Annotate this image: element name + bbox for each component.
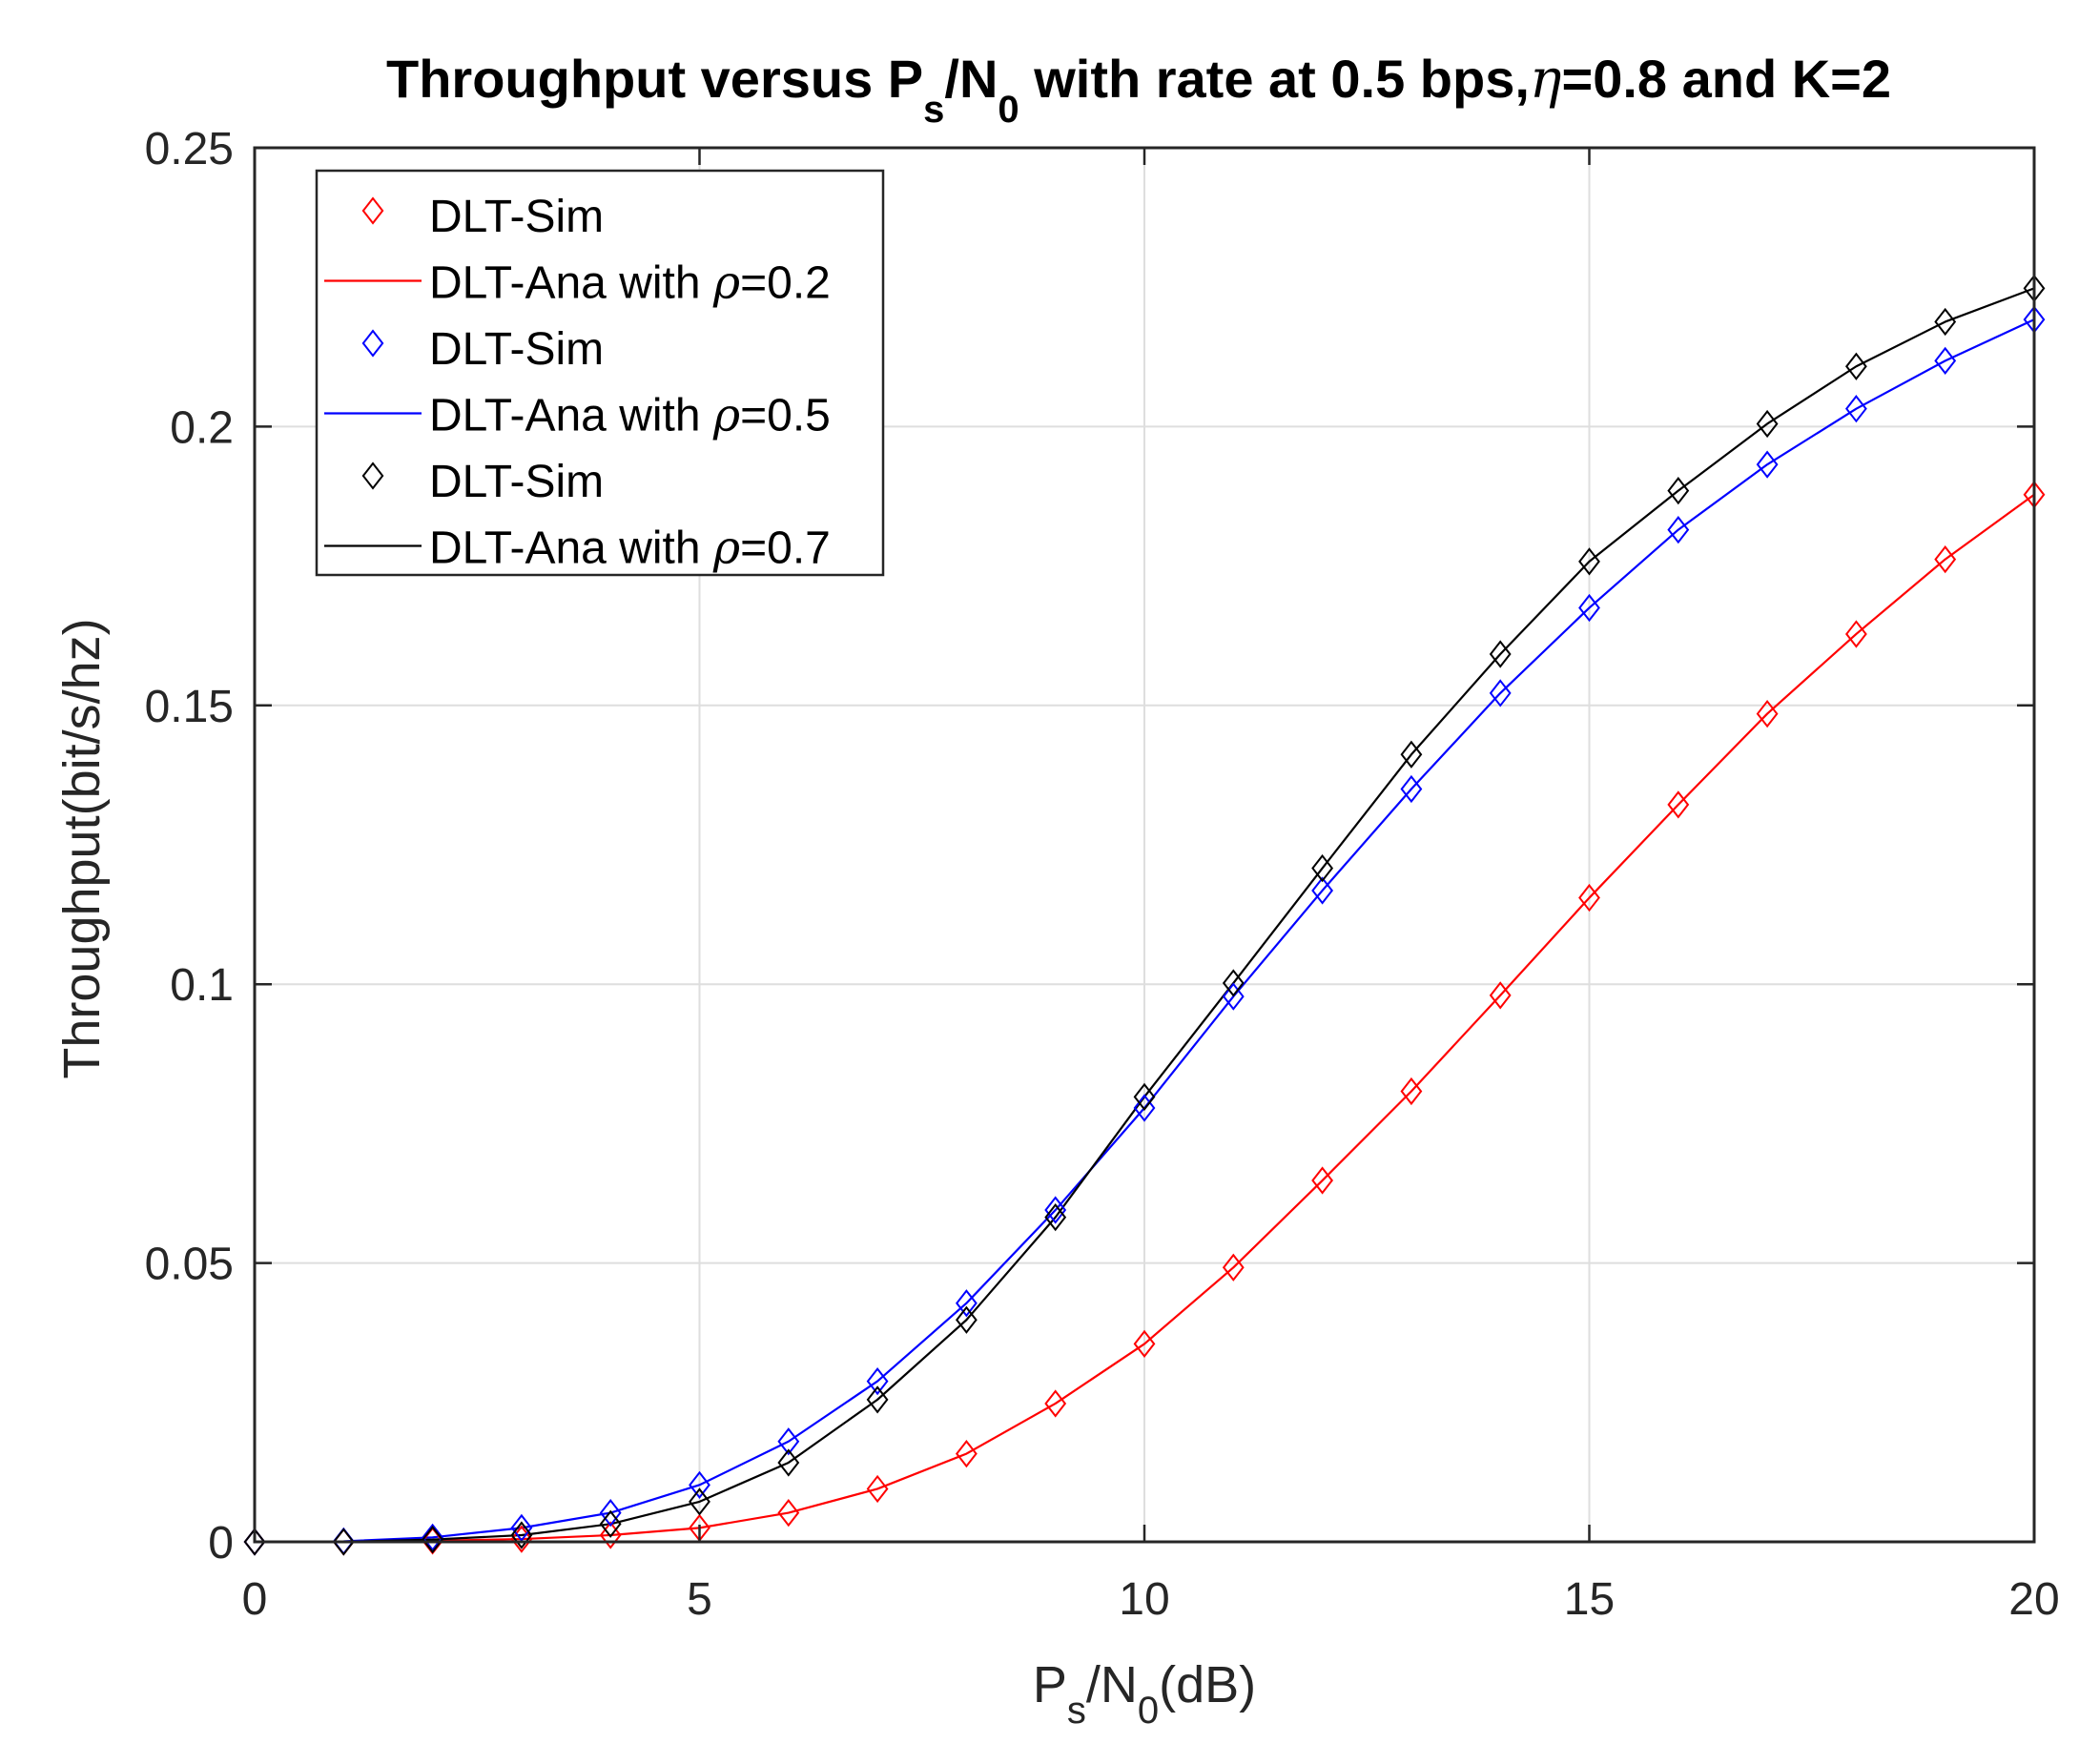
data-point — [1489, 679, 1512, 708]
data-point — [422, 1523, 444, 1551]
data-point — [955, 1305, 978, 1334]
data-point — [689, 1470, 710, 1499]
data-point — [510, 1525, 533, 1553]
data-point — [1044, 1389, 1067, 1418]
data-point — [1222, 982, 1245, 1011]
x-tick-labels: 0 5 10 15 20 — [242, 1574, 2060, 1625]
data-point — [777, 1427, 800, 1456]
y-tick-label: 0.15 — [145, 682, 234, 732]
data-point — [1578, 883, 1600, 913]
data-point — [1934, 346, 1957, 376]
y-tick-label: 0.25 — [145, 124, 234, 174]
legend-label: DLT-Ana with ρ=0.5 — [429, 389, 831, 442]
y-axis-label: Throughput(bit/s/hz) — [53, 618, 111, 1078]
data-point — [1044, 1203, 1067, 1232]
data-point — [1578, 593, 1600, 623]
y-tick-label: 0 — [208, 1518, 234, 1569]
data-point — [1489, 981, 1512, 1010]
series-markers-4 — [243, 274, 2046, 1556]
legend-marker-swatch — [361, 329, 384, 358]
data-point — [955, 1439, 978, 1468]
data-point — [1400, 774, 1423, 804]
data-point — [1844, 395, 1867, 423]
data-point — [1578, 547, 1600, 576]
x-tick-label: 10 — [1119, 1574, 1169, 1625]
data-point — [1756, 699, 1779, 728]
data-point — [1756, 409, 1779, 439]
data-point — [1400, 1077, 1423, 1106]
data-point — [1133, 1094, 1156, 1122]
x-axis-label: Ps/N0(dB) — [1033, 1656, 1256, 1732]
y-tick-label: 0.2 — [170, 402, 234, 453]
data-point — [1222, 969, 1245, 997]
x-tick-label: 20 — [2008, 1574, 2059, 1625]
data-point — [1489, 640, 1512, 668]
x-tick-label: 0 — [242, 1574, 268, 1625]
data-point — [599, 1498, 622, 1528]
data-point — [1756, 450, 1779, 479]
data-point — [777, 1448, 800, 1477]
data-point — [599, 1521, 622, 1549]
legend-label: DLT-Ana with ρ=0.7 — [429, 522, 831, 575]
data-point — [1667, 477, 1690, 505]
legend-label: DLT-Sim — [429, 192, 604, 242]
data-point — [510, 1521, 533, 1549]
legend-label: DLT-Sim — [429, 324, 604, 375]
data-point — [1311, 1166, 1334, 1195]
data-point — [1400, 740, 1423, 769]
data-point — [1133, 1329, 1156, 1359]
data-point — [422, 1526, 444, 1554]
legend-marker-swatch — [361, 462, 384, 490]
legend-label: DLT-Sim — [429, 457, 604, 507]
data-point — [1844, 352, 1867, 380]
data-point — [955, 1289, 978, 1318]
series-markers — [243, 274, 2046, 1556]
data-point — [1667, 790, 1690, 819]
data-point — [866, 1366, 889, 1396]
data-point — [1044, 1196, 1067, 1224]
data-point — [1222, 1253, 1245, 1282]
axis-ticks — [253, 146, 2036, 1544]
data-point — [599, 1509, 622, 1538]
data-point — [866, 1385, 889, 1414]
y-tick-label: 0.1 — [170, 960, 234, 1011]
legend: DLT-Sim DLT-Ana with ρ=0.2 DLT-Sim DLT-Ana … — [315, 169, 885, 577]
legend-label: DLT-Ana with ρ=0.2 — [429, 256, 831, 310]
data-point — [332, 1528, 355, 1556]
data-point — [1311, 876, 1334, 905]
data-point — [243, 1528, 266, 1556]
legend-box — [315, 169, 885, 577]
y-tick-labels: 0 0.05 0.1 0.15 0.2 0.25 — [145, 124, 234, 1569]
data-point — [1844, 620, 1867, 648]
data-point — [1133, 1082, 1156, 1111]
legend-marker-swatch — [361, 196, 384, 225]
series-line-1 — [255, 493, 2035, 1544]
data-point — [1934, 307, 1957, 337]
data-point — [777, 1498, 800, 1528]
y-tick-label: 0.05 — [145, 1240, 234, 1290]
data-point — [866, 1474, 889, 1504]
series-markers-0 — [243, 481, 2046, 1556]
data-point — [1934, 544, 1957, 574]
data-point — [1311, 853, 1334, 883]
data-point — [689, 1487, 710, 1516]
data-point — [1667, 515, 1690, 544]
x-tick-label: 5 — [687, 1574, 712, 1625]
data-point — [510, 1513, 533, 1543]
x-tick-label: 15 — [1564, 1574, 1615, 1625]
chart-title: Throughput versus Ps/N0 with rate at 0.5… — [386, 49, 1891, 131]
